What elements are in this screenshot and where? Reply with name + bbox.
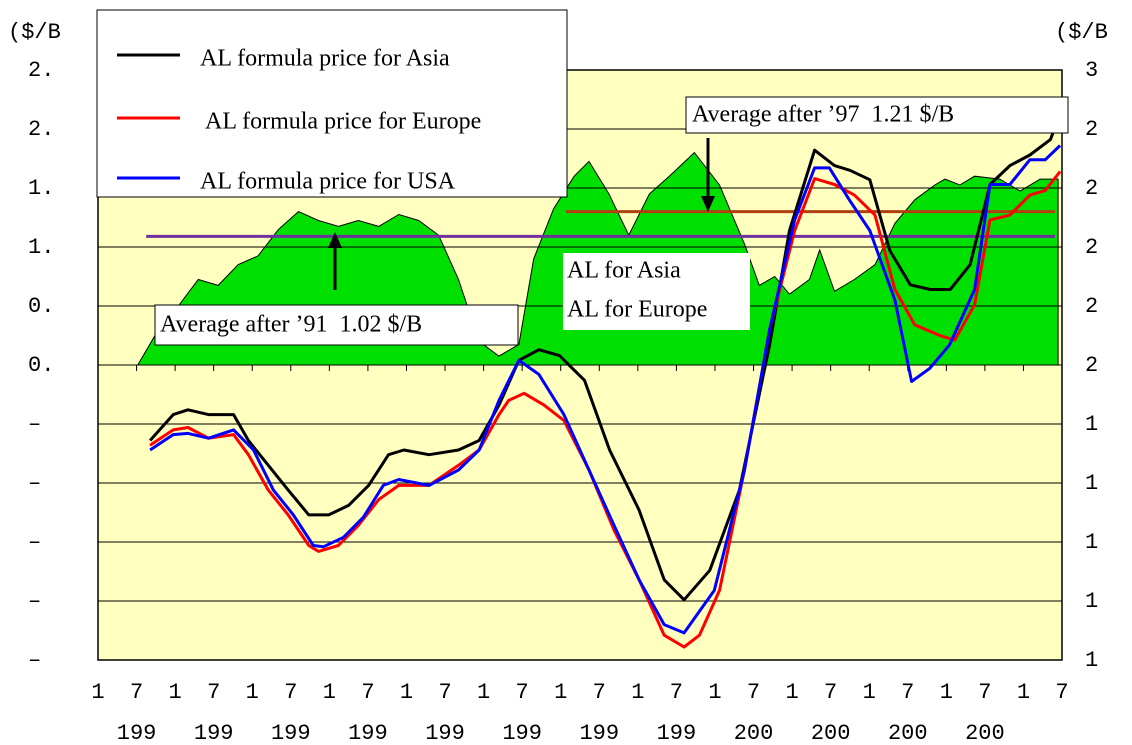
x-tick-label: 7 [978, 680, 991, 705]
overlays: Average after ’91 1.02 $/B Average after… [96, 9, 1069, 346]
y-tick-label: – [28, 530, 41, 555]
x-tick-label: 7 [361, 680, 374, 705]
annotation: Average after ’91 1.02 $/B [160, 312, 422, 338]
x-tick-label: 1 [863, 680, 876, 705]
y2-unit: ($/B [1055, 20, 1108, 45]
annotation-box [563, 253, 750, 330]
x-tick-label: 1 [400, 680, 413, 705]
annotation-box [685, 96, 1069, 134]
x-year-label: 199 [579, 721, 619, 745]
annotation: Average after ’97 1.21 $/B [692, 102, 954, 128]
x-tick-label: 7 [438, 680, 451, 705]
x-tick-label: 7 [130, 680, 143, 705]
x-tick-label: 1 [554, 680, 567, 705]
y-tick-label: 1. [28, 235, 54, 260]
y-tick-label: 2. [28, 117, 54, 142]
x-tick-label: 7 [284, 680, 297, 705]
x-year-label: 200 [811, 721, 851, 745]
y2-tick-label: 3 [1085, 58, 1098, 83]
x-year-label: 199 [117, 721, 157, 745]
y-tick-label: – [28, 648, 41, 673]
x-tick-label: 7 [1055, 680, 1068, 705]
x-tick-label: 7 [593, 680, 606, 705]
x-tick-label: 1 [708, 680, 721, 705]
y-tick-label: 0. [28, 353, 54, 378]
x-tick-label: 1 [477, 680, 490, 705]
x-tick-label: 7 [824, 680, 837, 705]
annotation-box [154, 304, 519, 346]
x-tick-label: 7 [901, 680, 914, 705]
x-tick-label: 7 [207, 680, 220, 705]
arrow-head [701, 196, 715, 212]
x-tick-label: 7 [747, 680, 760, 705]
x-year-label: 199 [271, 721, 311, 745]
line [148, 119, 1060, 602]
y2-tick-label: 2 [1085, 117, 1098, 142]
y2-tick-label: 2 [1085, 235, 1098, 260]
y-tick-label: – [28, 589, 41, 614]
y2-tick-label: 2 [1085, 353, 1098, 378]
x-tick-label: 1 [785, 680, 798, 705]
legend [96, 9, 568, 198]
y-tick-label: 2. [28, 58, 54, 83]
x-year-label: 200 [965, 721, 1005, 745]
x-year-label: 199 [348, 721, 388, 745]
x-year-label: 199 [425, 721, 465, 745]
y2-tick-label: 1 [1085, 412, 1098, 437]
x-tick-label: 1 [1017, 680, 1030, 705]
y2-tick-label: 1 [1085, 648, 1098, 673]
x-tick-label: 1 [940, 680, 953, 705]
plot-border [97, 69, 1063, 661]
line [149, 144, 1062, 635]
y-tick-label: 0. [28, 294, 54, 319]
arrow-head [328, 232, 342, 248]
x-year-label: 199 [502, 721, 542, 745]
x-tick-label: 1 [169, 680, 182, 705]
x-year-label: 200 [888, 721, 928, 745]
x-year-label: 200 [734, 721, 774, 745]
annotation: AL for Europe [567, 297, 707, 323]
y-tick-label: – [28, 471, 41, 496]
legend-label: AL formula price for Asia [200, 46, 450, 72]
y2-tick-label: 2 [1085, 176, 1098, 201]
x-tick-label: 1 [323, 680, 336, 705]
legend-label: AL formula price for Europe [205, 109, 481, 135]
x-tick-label: 1 [91, 680, 104, 705]
y2-tick-label: 1 [1085, 530, 1098, 555]
x-tick-label: 1 [631, 680, 644, 705]
annotation: AL for Asia [567, 258, 681, 284]
y-unit: ($/B [8, 20, 61, 45]
x-tick-label: 7 [670, 680, 683, 705]
x-year-label: 199 [194, 721, 234, 745]
x-year-label: 199 [657, 721, 697, 745]
y-tick-label: – [28, 412, 41, 437]
y-tick-label: 1. [28, 176, 54, 201]
x-tick-label: 7 [516, 680, 529, 705]
y2-tick-label: 1 [1085, 589, 1098, 614]
y2-tick-label: 1 [1085, 471, 1098, 496]
y2-tick-label: 2 [1085, 294, 1098, 319]
legend-label: AL formula price for USA [200, 169, 456, 195]
x-tick-label: 1 [246, 680, 259, 705]
